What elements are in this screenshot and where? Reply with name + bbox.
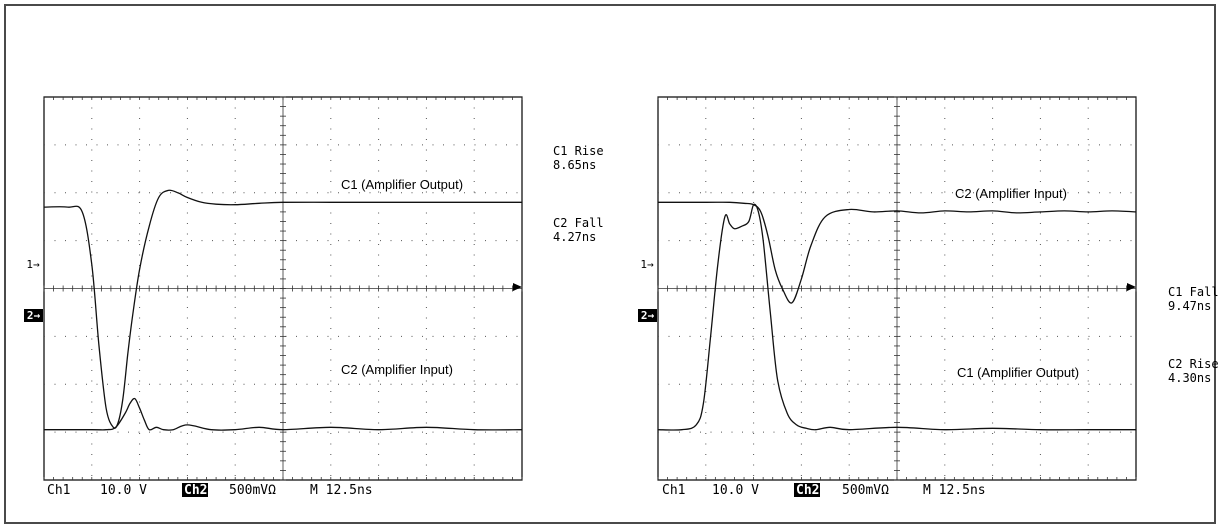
ch1-label: Ch1 <box>662 483 685 498</box>
ch1-marker: 1→ <box>26 258 40 271</box>
annotation-c2-input: C2 (Amplifier Input) <box>341 362 453 377</box>
graticule <box>657 96 1137 481</box>
scope-panel-left: 1→ 2→ C1 (Amplifier Output) C2 (Amplifie… <box>24 96 604 498</box>
ch2-marker: 2→ <box>27 309 41 322</box>
measurement-value: 4.27ns <box>553 230 596 244</box>
ch1-scale: 10.0 V <box>100 483 147 498</box>
graticule <box>43 96 523 481</box>
trace-group <box>43 189 523 431</box>
ch2-marker-badge <box>638 309 657 322</box>
measurement-name: C1 Rise <box>553 144 604 158</box>
annotation-c1-output: C1 (Amplifier Output) <box>957 365 1079 380</box>
trace-c1-amplifier-output <box>657 203 1136 431</box>
ch2-badge <box>794 483 820 497</box>
timebase: M 12.5ns <box>310 483 373 498</box>
measurement-value: 9.47ns <box>1168 299 1211 313</box>
ch2-label: Ch2 <box>796 483 819 498</box>
ch2-badge <box>182 483 208 497</box>
annotation-c1-output: C1 (Amplifier Output) <box>341 177 463 192</box>
ch2-scale: 500mVΩ <box>229 483 276 498</box>
ch2-label: Ch2 <box>184 483 207 498</box>
measurement-value: 8.65ns <box>553 158 596 172</box>
trigger-level-arrow <box>513 283 522 291</box>
timebase: M 12.5ns <box>923 483 986 498</box>
measurement-name: C1 Fall <box>1168 285 1219 299</box>
trace-c1-amplifier-output <box>43 189 522 429</box>
ch1-marker: 1→ <box>640 258 654 271</box>
ch2-scale: 500mVΩ <box>842 483 889 498</box>
ch1-scale: 10.0 V <box>712 483 759 498</box>
measurement-name: C2 Fall <box>553 216 604 230</box>
measurement-value: 4.30ns <box>1168 371 1211 385</box>
trace-c2-amplifier-input <box>44 397 523 431</box>
ch2-marker-badge <box>24 309 43 322</box>
ch2-marker: 2→ <box>641 309 655 322</box>
annotation-c2-input: C2 (Amplifier Input) <box>955 186 1067 201</box>
ch1-label: Ch1 <box>47 483 70 498</box>
trigger-level-arrow <box>1127 283 1136 291</box>
trace-group <box>657 201 1137 431</box>
scope-panel-right: 1→ 2→ C2 (Amplifier Input) C1 (Amplifier… <box>638 96 1219 498</box>
measurement-name: C2 Rise <box>1168 357 1219 371</box>
figure-frame <box>4 4 1216 524</box>
trace-c2-amplifier-input <box>657 201 1137 304</box>
